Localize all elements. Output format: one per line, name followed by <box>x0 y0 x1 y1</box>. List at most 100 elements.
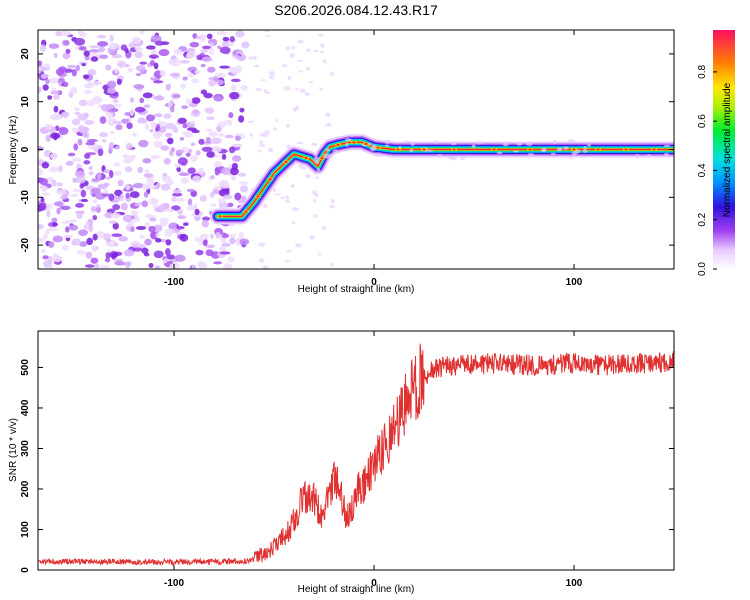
noise-blob <box>148 226 156 232</box>
noise-blob <box>35 205 43 212</box>
noise-blob <box>175 255 186 262</box>
noise-blob <box>131 210 138 216</box>
noise-blob <box>148 198 158 205</box>
noise-blob <box>125 193 129 199</box>
ridge-hotspot-core <box>320 157 323 159</box>
noise-blob <box>153 80 163 83</box>
noise-blob <box>229 237 235 244</box>
noise-blob <box>222 234 229 239</box>
noise-blob <box>268 148 274 152</box>
noise-blob <box>188 167 196 173</box>
ridge-halo <box>664 145 671 147</box>
noise-blob <box>259 141 263 144</box>
noise-blob <box>274 193 280 195</box>
noise-blob <box>114 162 120 166</box>
noise-blob <box>197 261 205 268</box>
noise-blob <box>114 261 125 265</box>
noise-blob <box>225 135 234 139</box>
noise-blob <box>92 199 97 203</box>
noise-blob <box>250 133 253 137</box>
noise-blob <box>98 46 105 52</box>
noise-blob <box>154 250 164 258</box>
noise-blob <box>35 238 45 243</box>
noise-blob <box>130 97 134 102</box>
noise-blob <box>130 191 140 198</box>
noise-blob <box>298 70 303 72</box>
noise-blob <box>196 150 201 156</box>
colorbar-tick-label: 0.8 <box>697 64 708 78</box>
colorbar-tick-label: 0.4 <box>697 163 708 177</box>
noise-blob <box>219 246 226 251</box>
noise-blob <box>227 256 234 262</box>
noise-blob <box>285 195 289 199</box>
noise-blob <box>49 43 60 49</box>
noise-blob <box>109 220 118 223</box>
noise-blob <box>213 146 222 152</box>
noise-blob <box>91 187 101 193</box>
noise-blob <box>56 189 66 195</box>
noise-blob <box>180 83 186 89</box>
noise-blob <box>259 258 265 263</box>
noise-blob <box>146 214 152 219</box>
noise-blob <box>195 209 200 215</box>
noise-blob <box>84 153 90 159</box>
noise-blob <box>223 263 232 271</box>
noise-blob <box>142 200 149 207</box>
noise-blob <box>231 79 241 83</box>
noise-blob <box>53 53 57 58</box>
noise-blob <box>111 213 121 218</box>
noise-blob <box>62 40 70 46</box>
noise-blob <box>164 229 174 235</box>
noise-blob <box>263 204 267 209</box>
noise-blob <box>240 85 247 91</box>
noise-blob <box>238 115 244 123</box>
ridge-hotspot-core <box>268 178 271 180</box>
noise-blob <box>178 157 188 165</box>
noise-blob <box>105 64 111 70</box>
ridge-halo <box>569 157 573 159</box>
noise-blob <box>50 114 59 120</box>
spectrogram-y-tick-label: 20 <box>20 48 31 60</box>
noise-blob <box>142 183 150 190</box>
noise-blob <box>313 214 317 217</box>
spectrogram-y-tick-label: 10 <box>20 96 31 108</box>
noise-blob <box>291 184 295 188</box>
noise-blob <box>253 65 259 67</box>
noise-blob <box>151 155 160 159</box>
noise-blob <box>194 237 204 242</box>
noise-blob <box>112 204 120 210</box>
noise-blob <box>292 207 299 211</box>
noise-blob <box>102 194 112 197</box>
noise-blob <box>50 91 61 95</box>
noise-blob <box>75 171 86 178</box>
noise-blob <box>269 76 275 80</box>
spectrogram-x-tick-label: 100 <box>566 277 583 288</box>
ridge-hotspot-core <box>396 149 399 151</box>
noise-blob <box>214 96 223 101</box>
noise-blob <box>222 154 226 160</box>
noise-blob <box>81 190 86 198</box>
noise-blob <box>155 41 165 46</box>
snr-y-tick-label: 0 <box>20 567 31 573</box>
noise-blob <box>187 127 197 131</box>
noise-blob <box>322 226 327 230</box>
noise-blob <box>187 189 195 192</box>
colorbar-label: Normalized spectral amplitude <box>722 82 733 217</box>
noise-blob <box>165 133 172 138</box>
spectrogram-panel: -100 0 100 -20-1001020 Height of straight … <box>8 28 675 295</box>
ridge-halo <box>563 146 568 149</box>
ridge-halo <box>513 150 519 152</box>
noise-blob <box>240 185 248 192</box>
noise-blob <box>51 217 57 222</box>
noise-blob <box>81 199 89 202</box>
noise-blob <box>49 264 53 271</box>
noise-blob <box>139 61 147 64</box>
spectrogram-y-tick-label: -20 <box>20 237 31 252</box>
noise-blob <box>211 137 222 144</box>
noise-blob <box>48 241 54 248</box>
ridge-hotspot-core <box>624 149 627 151</box>
noise-blob <box>173 189 182 193</box>
noise-blob <box>126 185 130 190</box>
noise-blob <box>323 59 327 64</box>
noise-blob <box>82 63 86 66</box>
